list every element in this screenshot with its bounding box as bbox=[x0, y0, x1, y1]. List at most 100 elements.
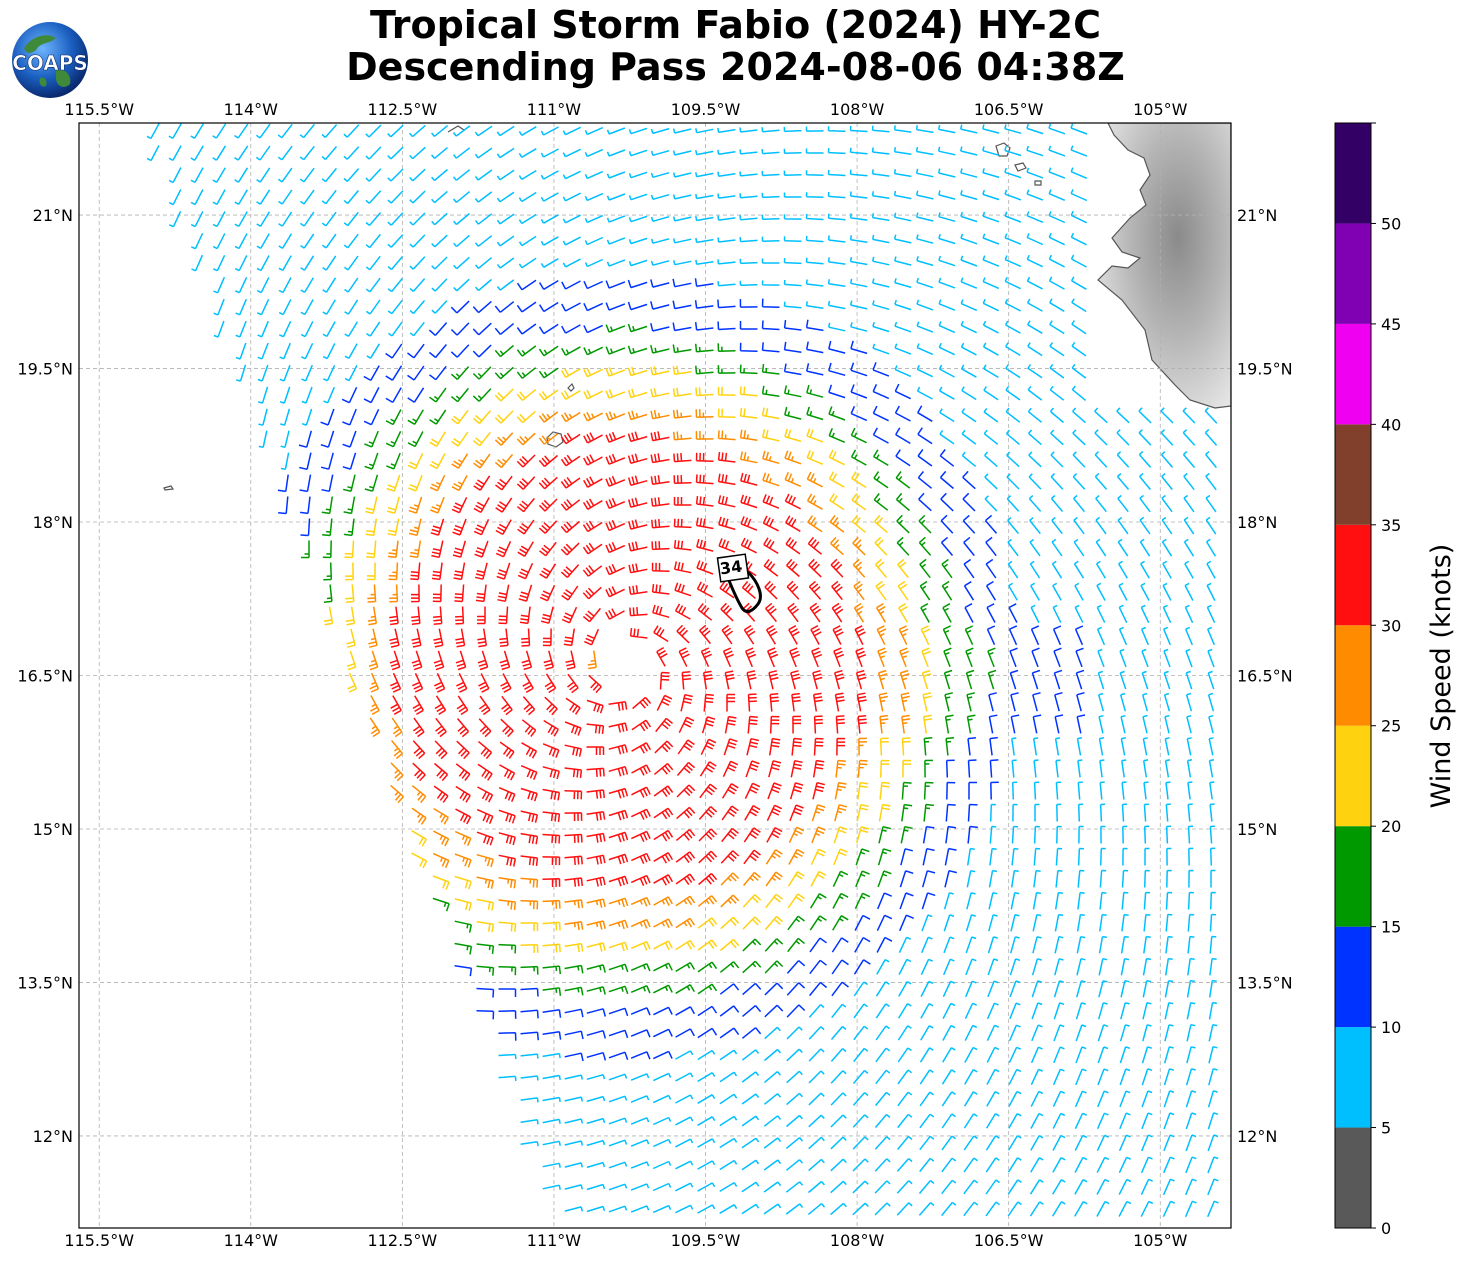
wind-barb bbox=[520, 987, 539, 997]
wind-barb bbox=[937, 124, 956, 134]
wind-barb bbox=[1032, 891, 1042, 910]
wind-barb bbox=[850, 362, 868, 377]
wind-barb bbox=[672, 322, 692, 332]
wind-barb bbox=[605, 453, 626, 465]
wind-barb bbox=[720, 916, 740, 930]
wind-barb bbox=[900, 825, 913, 844]
wind-barb bbox=[1208, 979, 1217, 998]
wind-barb bbox=[363, 408, 380, 426]
wind-barb bbox=[807, 1203, 826, 1215]
wind-barb bbox=[190, 211, 204, 228]
wind-barb bbox=[1206, 560, 1216, 579]
wind-barb bbox=[899, 870, 914, 888]
wind-barb bbox=[409, 518, 422, 537]
wind-barb bbox=[453, 212, 470, 226]
wind-barb bbox=[982, 146, 1000, 157]
wind-barb bbox=[894, 278, 912, 289]
wind-barb bbox=[960, 190, 978, 201]
wind-barb bbox=[434, 740, 448, 760]
wind-barb bbox=[1116, 451, 1130, 468]
wind-barb bbox=[341, 386, 358, 404]
wind-barb bbox=[494, 410, 514, 424]
wind-barb bbox=[542, 1009, 562, 1018]
wind-barb bbox=[830, 1136, 847, 1150]
wind-barb bbox=[807, 536, 823, 555]
wind-barb bbox=[965, 669, 975, 690]
wind-barb bbox=[278, 233, 293, 249]
wind-barb bbox=[451, 475, 468, 492]
wind-barb bbox=[472, 388, 492, 402]
wind-barb bbox=[741, 1203, 760, 1215]
wind-barb bbox=[828, 340, 846, 354]
wind-barb bbox=[784, 428, 802, 443]
wind-barb bbox=[538, 301, 559, 313]
wind-barb bbox=[1122, 825, 1128, 844]
wind-barb bbox=[516, 279, 537, 291]
wind-barb bbox=[1004, 298, 1021, 312]
lat-tick-label-right: 13.5°N bbox=[1237, 973, 1293, 992]
wind-barb bbox=[695, 128, 714, 134]
wind-barb bbox=[746, 670, 757, 690]
wind-barb bbox=[1010, 714, 1020, 734]
wind-barb bbox=[496, 235, 515, 247]
colorbar-bin bbox=[1335, 524, 1371, 626]
wind-barb bbox=[764, 1071, 781, 1083]
wind-barb bbox=[586, 942, 606, 952]
colorbar-tick-label: 40 bbox=[1381, 415, 1401, 434]
coast-fragment bbox=[447, 125, 465, 133]
wind-barb bbox=[961, 386, 977, 401]
wind-barb bbox=[499, 628, 509, 648]
wind-barb bbox=[937, 168, 956, 178]
wind-barb bbox=[874, 536, 888, 556]
wind-barb bbox=[367, 584, 377, 603]
wind-barb bbox=[321, 167, 337, 183]
wind-barb bbox=[1073, 560, 1085, 579]
wind-barb bbox=[518, 126, 537, 136]
wind-barb bbox=[1138, 451, 1152, 468]
wind-barb bbox=[916, 386, 933, 400]
wind-barb bbox=[967, 736, 976, 756]
wind-barb bbox=[498, 921, 517, 932]
lat-tick-label-left: 18°N bbox=[33, 513, 73, 532]
wind-barb bbox=[608, 1095, 628, 1103]
wind-barb bbox=[1166, 847, 1172, 866]
wind-barb bbox=[1206, 582, 1216, 601]
wind-barb bbox=[1185, 1090, 1197, 1108]
wind-barb bbox=[851, 471, 867, 489]
wind-barb bbox=[675, 1204, 694, 1214]
wind-barb bbox=[496, 169, 515, 181]
wind-barb bbox=[919, 1113, 935, 1129]
wind-barb bbox=[919, 1157, 935, 1173]
wind-barb bbox=[944, 692, 953, 712]
wind-barb bbox=[1010, 913, 1020, 932]
wind-barb bbox=[1183, 472, 1195, 491]
wind-barb bbox=[1209, 891, 1216, 910]
wind-barb bbox=[676, 806, 696, 820]
wind-barb bbox=[366, 343, 381, 359]
wind-barb bbox=[895, 427, 911, 445]
wind-barb bbox=[984, 495, 998, 512]
wind-barb bbox=[1076, 737, 1083, 756]
wind-barb bbox=[605, 367, 626, 377]
wind-barb bbox=[564, 1008, 584, 1018]
wind-barb bbox=[388, 562, 399, 581]
wind-barb bbox=[1053, 669, 1063, 690]
wind-barb bbox=[653, 962, 673, 972]
wind-barb bbox=[564, 789, 583, 800]
wind-barb bbox=[918, 514, 932, 534]
wind-barb bbox=[1165, 781, 1171, 800]
wind-barb bbox=[965, 914, 977, 932]
wind-barb bbox=[520, 1053, 539, 1059]
wind-barb bbox=[982, 342, 999, 356]
wind-barb bbox=[583, 454, 603, 466]
wind-barb bbox=[675, 1094, 694, 1104]
wind-barb bbox=[938, 342, 956, 356]
wind-barb bbox=[407, 343, 425, 359]
wind-barb bbox=[213, 276, 226, 294]
wind-barb bbox=[808, 1026, 825, 1040]
wind-barb bbox=[1118, 582, 1128, 601]
wind-barb bbox=[320, 430, 335, 448]
wind-barb bbox=[764, 1004, 784, 1018]
wind-barb bbox=[747, 715, 758, 734]
wind-barb bbox=[677, 739, 695, 755]
